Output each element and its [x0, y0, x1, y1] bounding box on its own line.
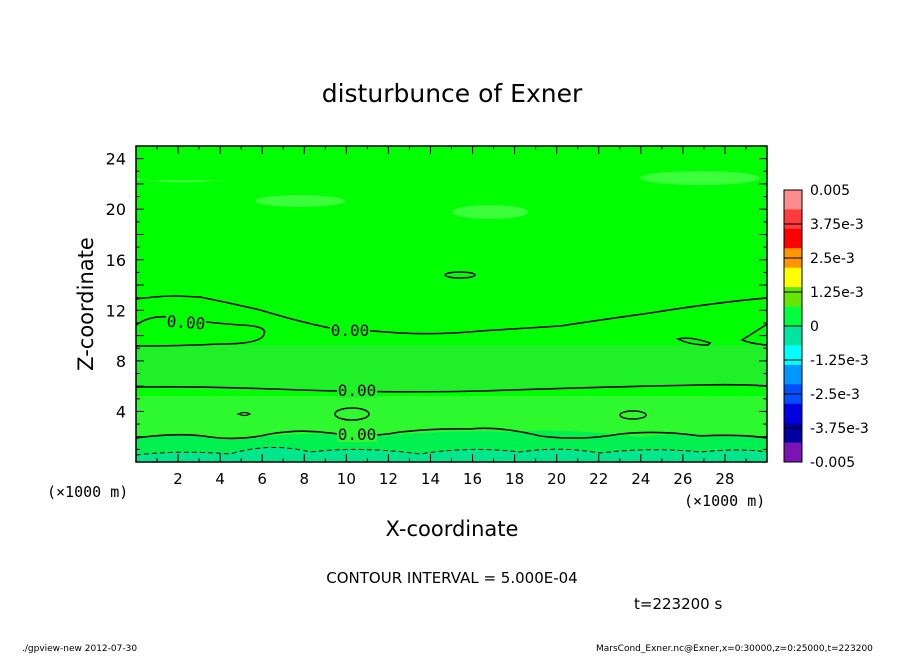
contour-closed: [236, 411, 252, 417]
time-label: t=223200 s: [634, 595, 722, 613]
contour-label-bg: [337, 382, 377, 398]
contour-label: 0.00: [338, 381, 377, 400]
y-tick-label: 16: [106, 251, 126, 270]
x-tick-label: 20: [547, 470, 566, 488]
contour-label: 0.00: [338, 425, 377, 444]
contour-line: [135, 427, 768, 440]
x-tick-label: 8: [299, 470, 309, 488]
colorbar: 0.005 3.75e-3 2.5e-3 1.25e-3 0 -1.25e-3 -2.5e-…: [783, 183, 869, 471]
colorbar-label: 2.5e-3: [810, 251, 855, 267]
colorbar-swatch: [784, 326, 802, 346]
colorbar-swatch: [784, 442, 802, 463]
colorbar-label: -1.25e-3: [810, 353, 869, 369]
contour-closed: [334, 407, 370, 421]
contour-line: [135, 295, 768, 335]
colorbar-label: -3.75e-3: [810, 421, 869, 437]
contour-line: [740, 323, 768, 346]
x-tick-label: 4: [215, 470, 225, 488]
field-band: [136, 396, 767, 440]
x-axis-label: X-coordinate: [386, 517, 519, 541]
x-tick-label: 12: [379, 470, 398, 488]
contour-closed: [619, 410, 647, 420]
x-tick-label: 18: [505, 470, 524, 488]
contour-label: 0.00: [166, 312, 206, 334]
x-tick-label: 24: [631, 470, 650, 488]
colorbar-label: 0.005: [810, 183, 850, 199]
x-tick-label: 22: [589, 470, 608, 488]
x-tick-label: 28: [715, 470, 734, 488]
chart-title: disturbunce of Exner: [322, 79, 583, 108]
y-tick-label: 20: [106, 200, 126, 219]
y-tick-label: 24: [106, 150, 126, 169]
x-tick-label: 6: [257, 470, 267, 488]
colorbar-label: 1.25e-3: [810, 285, 864, 301]
x-unit-left: (×1000 m): [47, 483, 128, 501]
x-tick-label: 2: [173, 470, 183, 488]
colorbar-swatch: [784, 209, 802, 230]
contour-label-bg: [330, 322, 370, 338]
colorbar-label: -2.5e-3: [810, 387, 860, 403]
y-axis-label: Z-coordinate: [74, 237, 98, 371]
contour-interval: CONTOUR INTERVAL = 5.000E-04: [326, 569, 577, 587]
y-tick-label: 4: [116, 402, 126, 421]
contour-line: [135, 383, 768, 393]
colorbar-swatch: [784, 306, 802, 327]
colorbar-swatch: [784, 364, 802, 385]
x-unit-right: (×1000 m): [684, 492, 765, 510]
contour-closed: [444, 271, 476, 279]
field-band-bottom: [136, 447, 767, 462]
colorbar-swatch: [784, 403, 802, 424]
colorbar-swatch: [784, 345, 802, 366]
colorbar-swatch: [784, 267, 802, 288]
y-tick-label: 12: [106, 301, 126, 320]
footer-left: ./gpview-new 2012-07-30: [22, 644, 137, 654]
colorbar-label: 3.75e-3: [810, 217, 864, 233]
colorbar-swatch: [784, 423, 802, 444]
field-patch: [255, 195, 345, 207]
x-tick-label: 10: [337, 470, 356, 488]
field-patch: [136, 178, 220, 183]
colorbar-label: -0.005: [810, 455, 855, 471]
colorbar-swatch: [784, 228, 802, 249]
contour-label-bg: [166, 314, 206, 330]
x-tick-label: 14: [421, 470, 440, 488]
field-band: [136, 345, 767, 393]
plot-area: 0.00 0.00 0.00 0.00: [135, 145, 768, 463]
footer-right: MarsCond_Exner.nc@Exner,x=0:30000,z=0:25…: [596, 644, 873, 654]
contour-label-bg: [337, 426, 377, 442]
x-tick-label: 16: [463, 470, 482, 488]
colorbar-swatch: [784, 287, 802, 308]
y-tick-label: 8: [116, 352, 126, 371]
colorbar-swatch: [784, 190, 802, 210]
contour-label: 0.00: [331, 321, 370, 340]
field-patch: [452, 205, 528, 219]
contour-closed: [675, 337, 712, 346]
contour-line-negative: [135, 447, 768, 456]
x-tick-label: 26: [673, 470, 692, 488]
field-patch: [640, 171, 760, 185]
colorbar-label: 0: [810, 319, 819, 335]
